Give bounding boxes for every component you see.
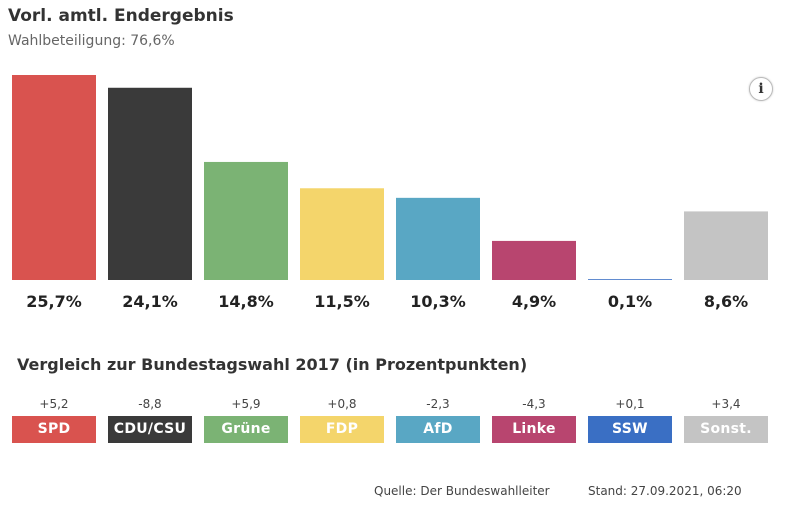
change-value: -4,3 bbox=[522, 397, 546, 411]
value-label: 24,1% bbox=[122, 292, 178, 311]
change-value: +5,9 bbox=[231, 397, 261, 411]
party-label: CDU/CSU bbox=[108, 416, 192, 443]
value-label: 8,6% bbox=[704, 292, 748, 311]
bar-linke bbox=[492, 240, 576, 280]
value-label: 10,3% bbox=[410, 292, 466, 311]
party-label: Linke bbox=[492, 416, 576, 443]
chart-title: Vorl. amtl. Endergebnis bbox=[8, 6, 234, 26]
party-label: Grüne bbox=[204, 416, 288, 443]
comparison-cell: +0,1 SSW bbox=[588, 394, 672, 443]
bar-ssw bbox=[588, 279, 672, 280]
comparison-cell: +5,2 SPD bbox=[12, 394, 96, 443]
comparison-cell: -8,8 CDU/CSU bbox=[108, 394, 192, 443]
party-label: Sonst. bbox=[684, 416, 768, 443]
source-label: Quelle: Der Bundeswahlleiter bbox=[374, 484, 550, 498]
change-value: -2,3 bbox=[426, 397, 450, 411]
party-label: AfD bbox=[396, 416, 480, 443]
party-label: SPD bbox=[12, 416, 96, 443]
value-label: 4,9% bbox=[512, 292, 556, 311]
stand-label: Stand: 27.09.2021, 06:20 bbox=[588, 484, 742, 498]
party-label: SSW bbox=[588, 416, 672, 443]
bar-afd bbox=[396, 197, 480, 280]
bar-spd bbox=[12, 75, 96, 280]
value-label: 0,1% bbox=[608, 292, 652, 311]
value-label: 11,5% bbox=[314, 292, 370, 311]
change-value: +5,2 bbox=[39, 397, 69, 411]
comparison-title: Vergleich zur Bundestagswahl 2017 (in Pr… bbox=[17, 355, 528, 374]
bar-fdp bbox=[300, 188, 384, 280]
change-value: +0,8 bbox=[327, 397, 357, 411]
change-value: +3,4 bbox=[711, 397, 741, 411]
value-label: 14,8% bbox=[218, 292, 274, 311]
bar-cdu-csu bbox=[108, 87, 192, 280]
turnout-subtitle: Wahlbeteiligung: 76,6% bbox=[8, 33, 175, 49]
change-value: +0,1 bbox=[615, 397, 645, 411]
info-icon[interactable]: i bbox=[749, 77, 773, 101]
comparison-cell: -4,3 Linke bbox=[492, 394, 576, 443]
bar-sonst- bbox=[684, 211, 768, 280]
comparison-cell: -2,3 AfD bbox=[396, 394, 480, 443]
comparison-cell: +0,8 FDP bbox=[300, 394, 384, 443]
change-value: -8,8 bbox=[138, 397, 162, 411]
comparison-cell: +5,9 Grüne bbox=[204, 394, 288, 443]
comparison-row: +5,2 SPD -8,8 CDU/CSU +5,9 Grüne +0,8 FDP -2,3 Af… bbox=[0, 394, 800, 454]
comparison-cell: +3,4 Sonst. bbox=[684, 394, 768, 443]
value-label: 25,7% bbox=[26, 292, 82, 311]
bar-gr-ne bbox=[204, 161, 288, 280]
party-label: FDP bbox=[300, 416, 384, 443]
